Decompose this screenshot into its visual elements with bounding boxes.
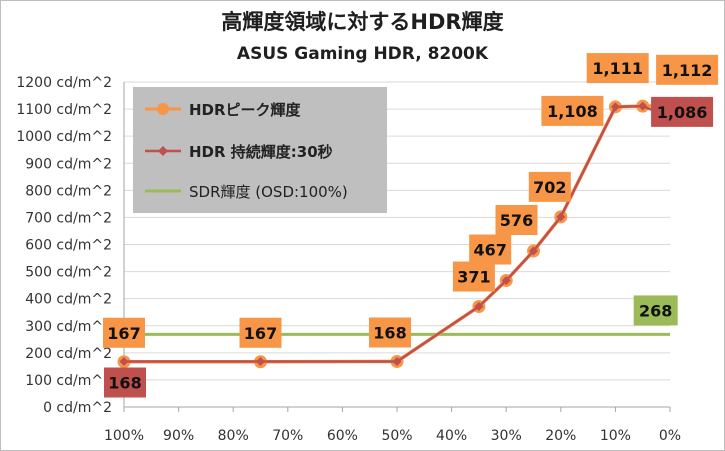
y-tick-label: 1000 cd/m^2 — [16, 129, 112, 145]
peak-data-label: 576 — [500, 211, 533, 230]
peak-data-label: 167 — [107, 324, 140, 343]
sustained-point — [119, 357, 129, 366]
x-tick-label: 80% — [218, 428, 249, 444]
peak-data-label: 1,108 — [547, 102, 598, 121]
y-tick-label: 1100 cd/m^2 — [16, 102, 112, 118]
legend-sustained-label: HDR 持続輝度:30秒 — [189, 143, 333, 161]
peak-data-label: 167 — [244, 324, 277, 343]
peak-data-label-box — [495, 205, 538, 235]
sustained-data-label: 1,086 — [657, 103, 708, 122]
sustained-data-label: 168 — [108, 374, 141, 393]
y-tick-label: 600 cd/m^2 — [25, 238, 112, 254]
sustained-point — [638, 101, 648, 111]
sustained-point — [474, 302, 484, 312]
peak-data-label: 702 — [533, 178, 566, 197]
y-tick-label: 300 cd/m^2 — [25, 319, 112, 335]
x-tick-label: 10% — [600, 428, 631, 444]
chart-legend: HDRピーク輝度 HDR 持続輝度:30秒 SDR輝度 (OSD:100%) — [133, 87, 387, 213]
legend-sdr-swatch-icon — [145, 189, 181, 193]
legend-item-peak: HDRピーク輝度 — [133, 95, 387, 123]
peak-data-label: 1,112 — [662, 61, 713, 80]
sustained-series-line — [124, 104, 660, 363]
y-tick-label: 100 cd/m^2 — [25, 373, 112, 389]
y-tick-label: 200 cd/m^2 — [25, 346, 112, 362]
sustained-point — [392, 357, 402, 366]
legend-peak-swatch-icon — [145, 103, 181, 115]
peak-data-label: 1,111 — [592, 59, 643, 78]
x-tick-label: 60% — [327, 428, 358, 444]
x-tick-label: 50% — [381, 428, 412, 444]
y-tick-label: 700 cd/m^2 — [25, 210, 112, 226]
y-tick-label: 400 cd/m^2 — [25, 292, 112, 308]
x-tick-label: 100% — [104, 428, 144, 444]
x-tick-label: 30% — [491, 428, 522, 444]
legend-sdr-label: SDR輝度 (OSD:100%) — [189, 183, 348, 201]
sustained-point — [610, 102, 620, 112]
peak-data-label-box — [452, 261, 495, 292]
peak-data-label-box — [103, 317, 145, 348]
legend-item-sustained: HDR 持続輝度:30秒 — [133, 137, 387, 165]
legend-item-sdr: SDR輝度 (OSD:100%) — [133, 177, 387, 205]
sustained-point — [501, 276, 511, 286]
y-tick-label: 0 cd/m^2 — [43, 400, 112, 416]
y-tick-label: 900 cd/m^2 — [25, 156, 112, 172]
sustained-point — [556, 212, 566, 222]
sustained-point — [529, 246, 538, 256]
peak-data-label-box — [586, 53, 649, 84]
sustained-point — [256, 357, 265, 366]
chart-title: 高輝度領域に対するHDR輝度 — [221, 10, 504, 34]
peak-data-label: 168 — [373, 324, 406, 343]
peak-data-label: 371 — [457, 268, 490, 287]
y-tick-label: 800 cd/m^2 — [25, 183, 112, 199]
sustained-data-label-box — [104, 367, 146, 398]
y-tick-label: 1200 cd/m^2 — [16, 75, 112, 91]
x-tick-label: 0% — [659, 428, 681, 444]
peak-data-label-box — [369, 317, 411, 348]
peak-data-label-box — [239, 317, 282, 348]
sdr-data-label-box — [633, 295, 678, 326]
x-tick-label: 40% — [436, 428, 467, 444]
peak-data-label-box — [656, 54, 719, 85]
sustained-data-label-box — [651, 96, 714, 127]
chart-subtitle: ASUS Gaming HDR, 8200K — [236, 44, 489, 64]
x-tick-label: 20% — [545, 428, 576, 444]
peak-data-label: 467 — [473, 241, 506, 260]
peak-data-label-box — [469, 234, 512, 265]
peak-data-label-box — [541, 95, 604, 126]
legend-sustained-swatch-icon — [145, 146, 181, 156]
y-tick-label: 500 cd/m^2 — [25, 265, 112, 281]
legend-peak-label: HDRピーク輝度 — [189, 101, 301, 119]
sdr-data-label: 268 — [639, 301, 672, 320]
x-tick-label: 90% — [163, 428, 194, 444]
x-tick-label: 70% — [272, 428, 303, 444]
peak-data-label-box — [528, 171, 571, 202]
